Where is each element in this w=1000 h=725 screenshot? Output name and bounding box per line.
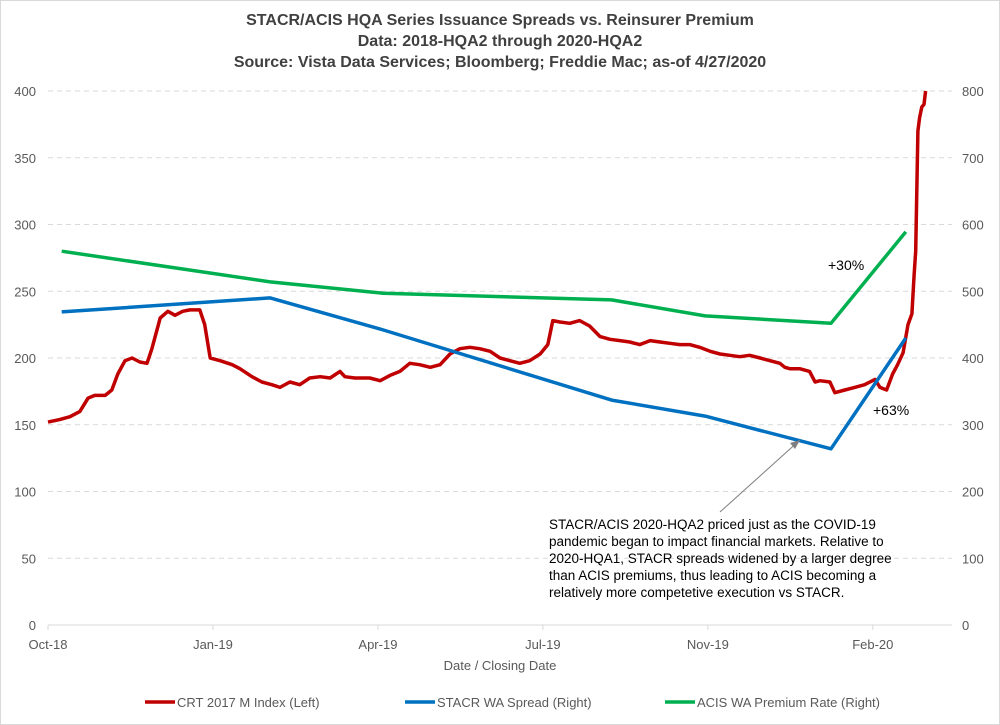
- x-tick-label: Feb-20: [852, 637, 893, 652]
- gridlines: [48, 90, 952, 559]
- title-line-1: STACR/ACIS HQA Series Issuance Spreads v…: [246, 12, 754, 29]
- y-right-tick-label: 400: [962, 351, 984, 366]
- y-right-tick-label: 300: [962, 418, 984, 433]
- note-line: 2020-HQA1, STACR spreads widened by a la…: [549, 551, 892, 566]
- x-axis-label: Date / Closing Date: [444, 658, 557, 673]
- y-left-tick-label: 0: [29, 618, 36, 633]
- series-line-1: [61, 296, 908, 451]
- y-left-tick-label: 250: [14, 284, 36, 299]
- note-line: relatively more competetive execution vs…: [549, 585, 844, 600]
- legend-label: CRT 2017 M Index (Left): [177, 695, 320, 710]
- y-right-tick-label: 100: [962, 551, 984, 566]
- y-left-tick-label: 200: [14, 351, 36, 366]
- annotation-note: STACR/ACIS 2020-HQA2 priced just as the …: [549, 517, 892, 600]
- x-tick-label: Jan-19: [193, 637, 233, 652]
- y-right-tick-label: 700: [962, 151, 984, 166]
- arrow-head-icon: [790, 440, 800, 449]
- y-right-tick-label: 600: [962, 218, 984, 233]
- y-left-tick-label: 400: [14, 84, 36, 99]
- x-tick-label: Oct-18: [28, 637, 67, 652]
- note-line: STACR/ACIS 2020-HQA2 priced just as the …: [549, 517, 876, 532]
- stacr-change-label: +63%: [873, 402, 909, 418]
- x-tick-label: Jul-19: [525, 637, 560, 652]
- title-line-2: Data: 2018-HQA2 through 2020-HQA2: [358, 33, 643, 50]
- legend-label: ACIS WA Premium Rate (Right): [697, 695, 880, 710]
- note-line: pandemic began to impact financial marke…: [549, 534, 884, 549]
- y-right-tick-label: 800: [962, 84, 984, 99]
- y-left-tick-label: 350: [14, 151, 36, 166]
- series-line-2: [61, 230, 908, 326]
- title-line-3: Source: Vista Data Services; Bloomberg; …: [234, 54, 766, 71]
- series-lines: [47, 90, 928, 451]
- legend-label: STACR WA Spread (Right): [437, 695, 592, 710]
- axes: 0 50 100 150 200 250 300 350 400 0 100 200 300 400 500…: [14, 84, 983, 652]
- y-right-tick-label: 500: [962, 284, 984, 299]
- note-line: than ACIS premiums, thus leading to ACIS…: [549, 568, 877, 583]
- chart-title: STACR/ACIS HQA Series Issuance Spreads v…: [234, 12, 766, 71]
- y-right-tick-label: 0: [962, 618, 969, 633]
- y-left-tick-label: 100: [14, 485, 36, 500]
- x-tick-label: Nov-19: [687, 637, 729, 652]
- annotation-arrow: [719, 439, 801, 513]
- legend: CRT 2017 M Index (Left) STACR WA Spread (…: [145, 695, 880, 710]
- y-left-tick-label: 150: [14, 418, 36, 433]
- series-line-0: [47, 90, 928, 424]
- acis-change-label: +30%: [828, 257, 864, 273]
- y-left-tick-label: 50: [22, 551, 36, 566]
- y-left-tick-label: 300: [14, 218, 36, 233]
- y-right-tick-label: 200: [962, 485, 984, 500]
- x-tick-label: Apr-19: [358, 637, 397, 652]
